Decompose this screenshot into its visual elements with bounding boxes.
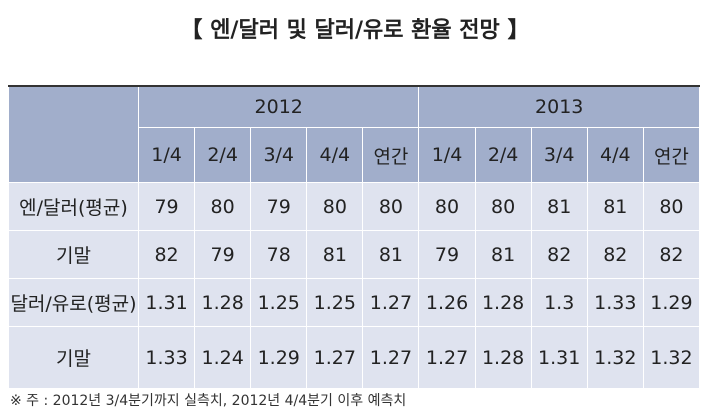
cell: 82 <box>137 230 196 279</box>
cell: 1.25 <box>250 278 308 327</box>
cell: 1.3 <box>530 278 588 327</box>
cell: 1.28 <box>474 326 532 389</box>
cell: 82 <box>530 230 588 279</box>
data-row: 기말 1.33 1.24 1.29 1.27 1.27 1.27 1.28 1.31 1.32 1.… <box>8 326 701 389</box>
cell: 1.27 <box>306 326 364 389</box>
cell: 1.33 <box>586 278 644 327</box>
header-row: 2012 2013 <box>8 85 700 183</box>
row-label: 기말 <box>8 230 139 279</box>
cell: 1.27 <box>362 326 420 389</box>
period-header: 1/4 <box>137 127 196 183</box>
period-header: 3/4 <box>250 127 308 183</box>
cell: 81 <box>306 230 364 279</box>
cell: 81 <box>362 230 420 279</box>
cell: 1.31 <box>530 326 588 389</box>
cell: 78 <box>250 230 308 279</box>
data-row: 엔/달러(평균) 79 80 79 80 80 80 80 81 81 80 <box>8 182 701 231</box>
cell: 1.33 <box>137 326 196 389</box>
year-header: 2013 <box>418 85 700 128</box>
cell: 1.27 <box>362 278 420 327</box>
period-header: 2/4 <box>194 127 252 183</box>
data-row: 기말 82 79 78 81 81 79 81 82 82 82 <box>8 230 701 279</box>
cell: 1.32 <box>642 326 701 389</box>
cell: 82 <box>642 230 701 279</box>
title: 【 엔/달러 및 달러/유로 환율 전망 】 <box>180 18 530 43</box>
cell: 81 <box>586 182 644 231</box>
cell: 1.29 <box>642 278 701 327</box>
row-label: 달러/유로(평균) <box>8 278 139 327</box>
cell: 1.28 <box>474 278 532 327</box>
cell: 79 <box>250 182 308 231</box>
period-header: 4/4 <box>586 127 644 183</box>
footnote: ※ 주 : 2012년 3/4분기까지 실측치, 2012년 4/4분기 이후 … <box>10 393 407 409</box>
period-header: 연간 <box>362 127 420 183</box>
period-header: 2/4 <box>474 127 532 183</box>
forecast-table: 2012 2013 1/4 2/4 3/4 4/4 연간 1/4 2/4 3/4 4/4 연간 엔/달러… <box>8 85 701 389</box>
cell: 1.32 <box>586 326 644 389</box>
period-header: 4/4 <box>306 127 364 183</box>
cell: 1.26 <box>418 278 476 327</box>
header-row: 1/4 2/4 3/4 4/4 연간 1/4 2/4 3/4 4/4 연간 <box>8 127 701 183</box>
cell: 1.25 <box>306 278 364 327</box>
period-header: 1/4 <box>418 127 476 183</box>
cell: 80 <box>474 182 532 231</box>
cell: 1.29 <box>250 326 308 389</box>
data-row: 달러/유로(평균) 1.31 1.28 1.25 1.25 1.27 1.26 1.28 1.3… <box>8 278 701 327</box>
cell: 79 <box>194 230 252 279</box>
period-header: 3/4 <box>530 127 588 183</box>
year-header: 2012 <box>137 85 420 128</box>
cell: 79 <box>137 182 196 231</box>
cell: 1.24 <box>194 326 252 389</box>
cell: 1.27 <box>418 326 476 389</box>
cell: 80 <box>194 182 252 231</box>
cell: 80 <box>306 182 364 231</box>
period-header: 연간 <box>642 127 701 183</box>
corner-cell <box>8 85 139 183</box>
cell: 1.31 <box>137 278 196 327</box>
cell: 1.28 <box>194 278 252 327</box>
cell: 80 <box>418 182 476 231</box>
cell: 80 <box>642 182 701 231</box>
cell: 80 <box>362 182 420 231</box>
row-label: 기말 <box>8 326 139 389</box>
row-label: 엔/달러(평균) <box>8 182 139 231</box>
cell: 81 <box>530 182 588 231</box>
cell: 81 <box>474 230 532 279</box>
cell: 82 <box>586 230 644 279</box>
cell: 79 <box>418 230 476 279</box>
